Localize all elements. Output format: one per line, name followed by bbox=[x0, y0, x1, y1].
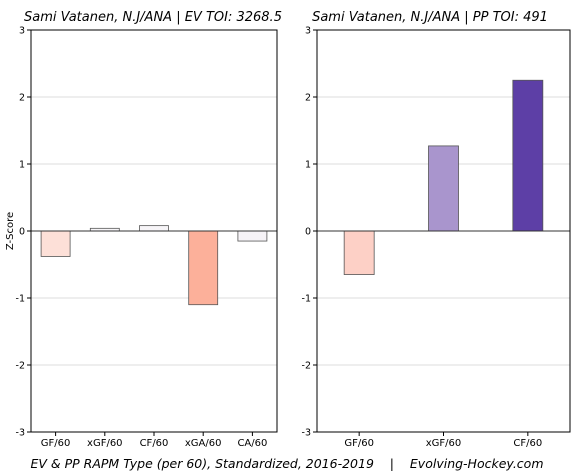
bar bbox=[428, 145, 459, 232]
x-tick-label: CF/60 bbox=[140, 438, 169, 449]
y-tick-label: -1 bbox=[16, 294, 25, 305]
x-tick-label: xGF/60 bbox=[426, 438, 462, 449]
chart-panel: -3 -2 -1 0 1 2 3 GF/60 xGF/60 CF/60 xGA/60 CA/60 bbox=[16, 26, 278, 449]
y-tick-label: -3 bbox=[16, 428, 25, 439]
plot-frame bbox=[316, 29, 571, 433]
plot-frame bbox=[30, 29, 278, 433]
y-tick-label: 1 bbox=[19, 160, 25, 171]
y-tick-label: -2 bbox=[302, 361, 311, 372]
x-tick-label: GF/60 bbox=[41, 438, 71, 449]
bar bbox=[512, 79, 544, 232]
x-tick-label: CF/60 bbox=[513, 438, 542, 449]
bar bbox=[139, 225, 169, 232]
y-tick-label: 2 bbox=[305, 93, 311, 104]
y-tick-label: 3 bbox=[19, 26, 25, 37]
x-tick-label: xGF/60 bbox=[87, 438, 123, 449]
bar bbox=[343, 230, 375, 275]
x-tick-label: CA/60 bbox=[237, 438, 267, 449]
y-tick-label: -2 bbox=[16, 361, 25, 372]
x-tick-label: GF/60 bbox=[344, 438, 374, 449]
chart-title: Sami Vatanen, N.J/ANA | EV TOI: 3268.5 bbox=[24, 10, 282, 25]
bar bbox=[237, 230, 268, 242]
x-tick-label: xGA/60 bbox=[185, 438, 222, 449]
chart-panel: -3 -2 -1 0 1 2 3 GF/60 xGF/60 CF/60 bbox=[302, 26, 571, 449]
y-tick-label: 0 bbox=[19, 227, 25, 238]
y-tick-label: 3 bbox=[305, 26, 311, 37]
bar bbox=[188, 230, 219, 306]
y-axis-label: Z-Score bbox=[5, 212, 16, 250]
y-tick-label: 1 bbox=[305, 160, 311, 171]
bar bbox=[40, 230, 71, 257]
y-tick-label: 0 bbox=[305, 227, 311, 238]
y-tick-label: -1 bbox=[302, 294, 311, 305]
figure-footer: EV & PP RAPM Type (per 60), Standardized… bbox=[30, 456, 543, 471]
y-tick-label: -3 bbox=[302, 428, 311, 439]
chart-title: Sami Vatanen, N.J/ANA | PP TOI: 491 bbox=[312, 10, 548, 25]
y-tick-label: 2 bbox=[19, 93, 25, 104]
